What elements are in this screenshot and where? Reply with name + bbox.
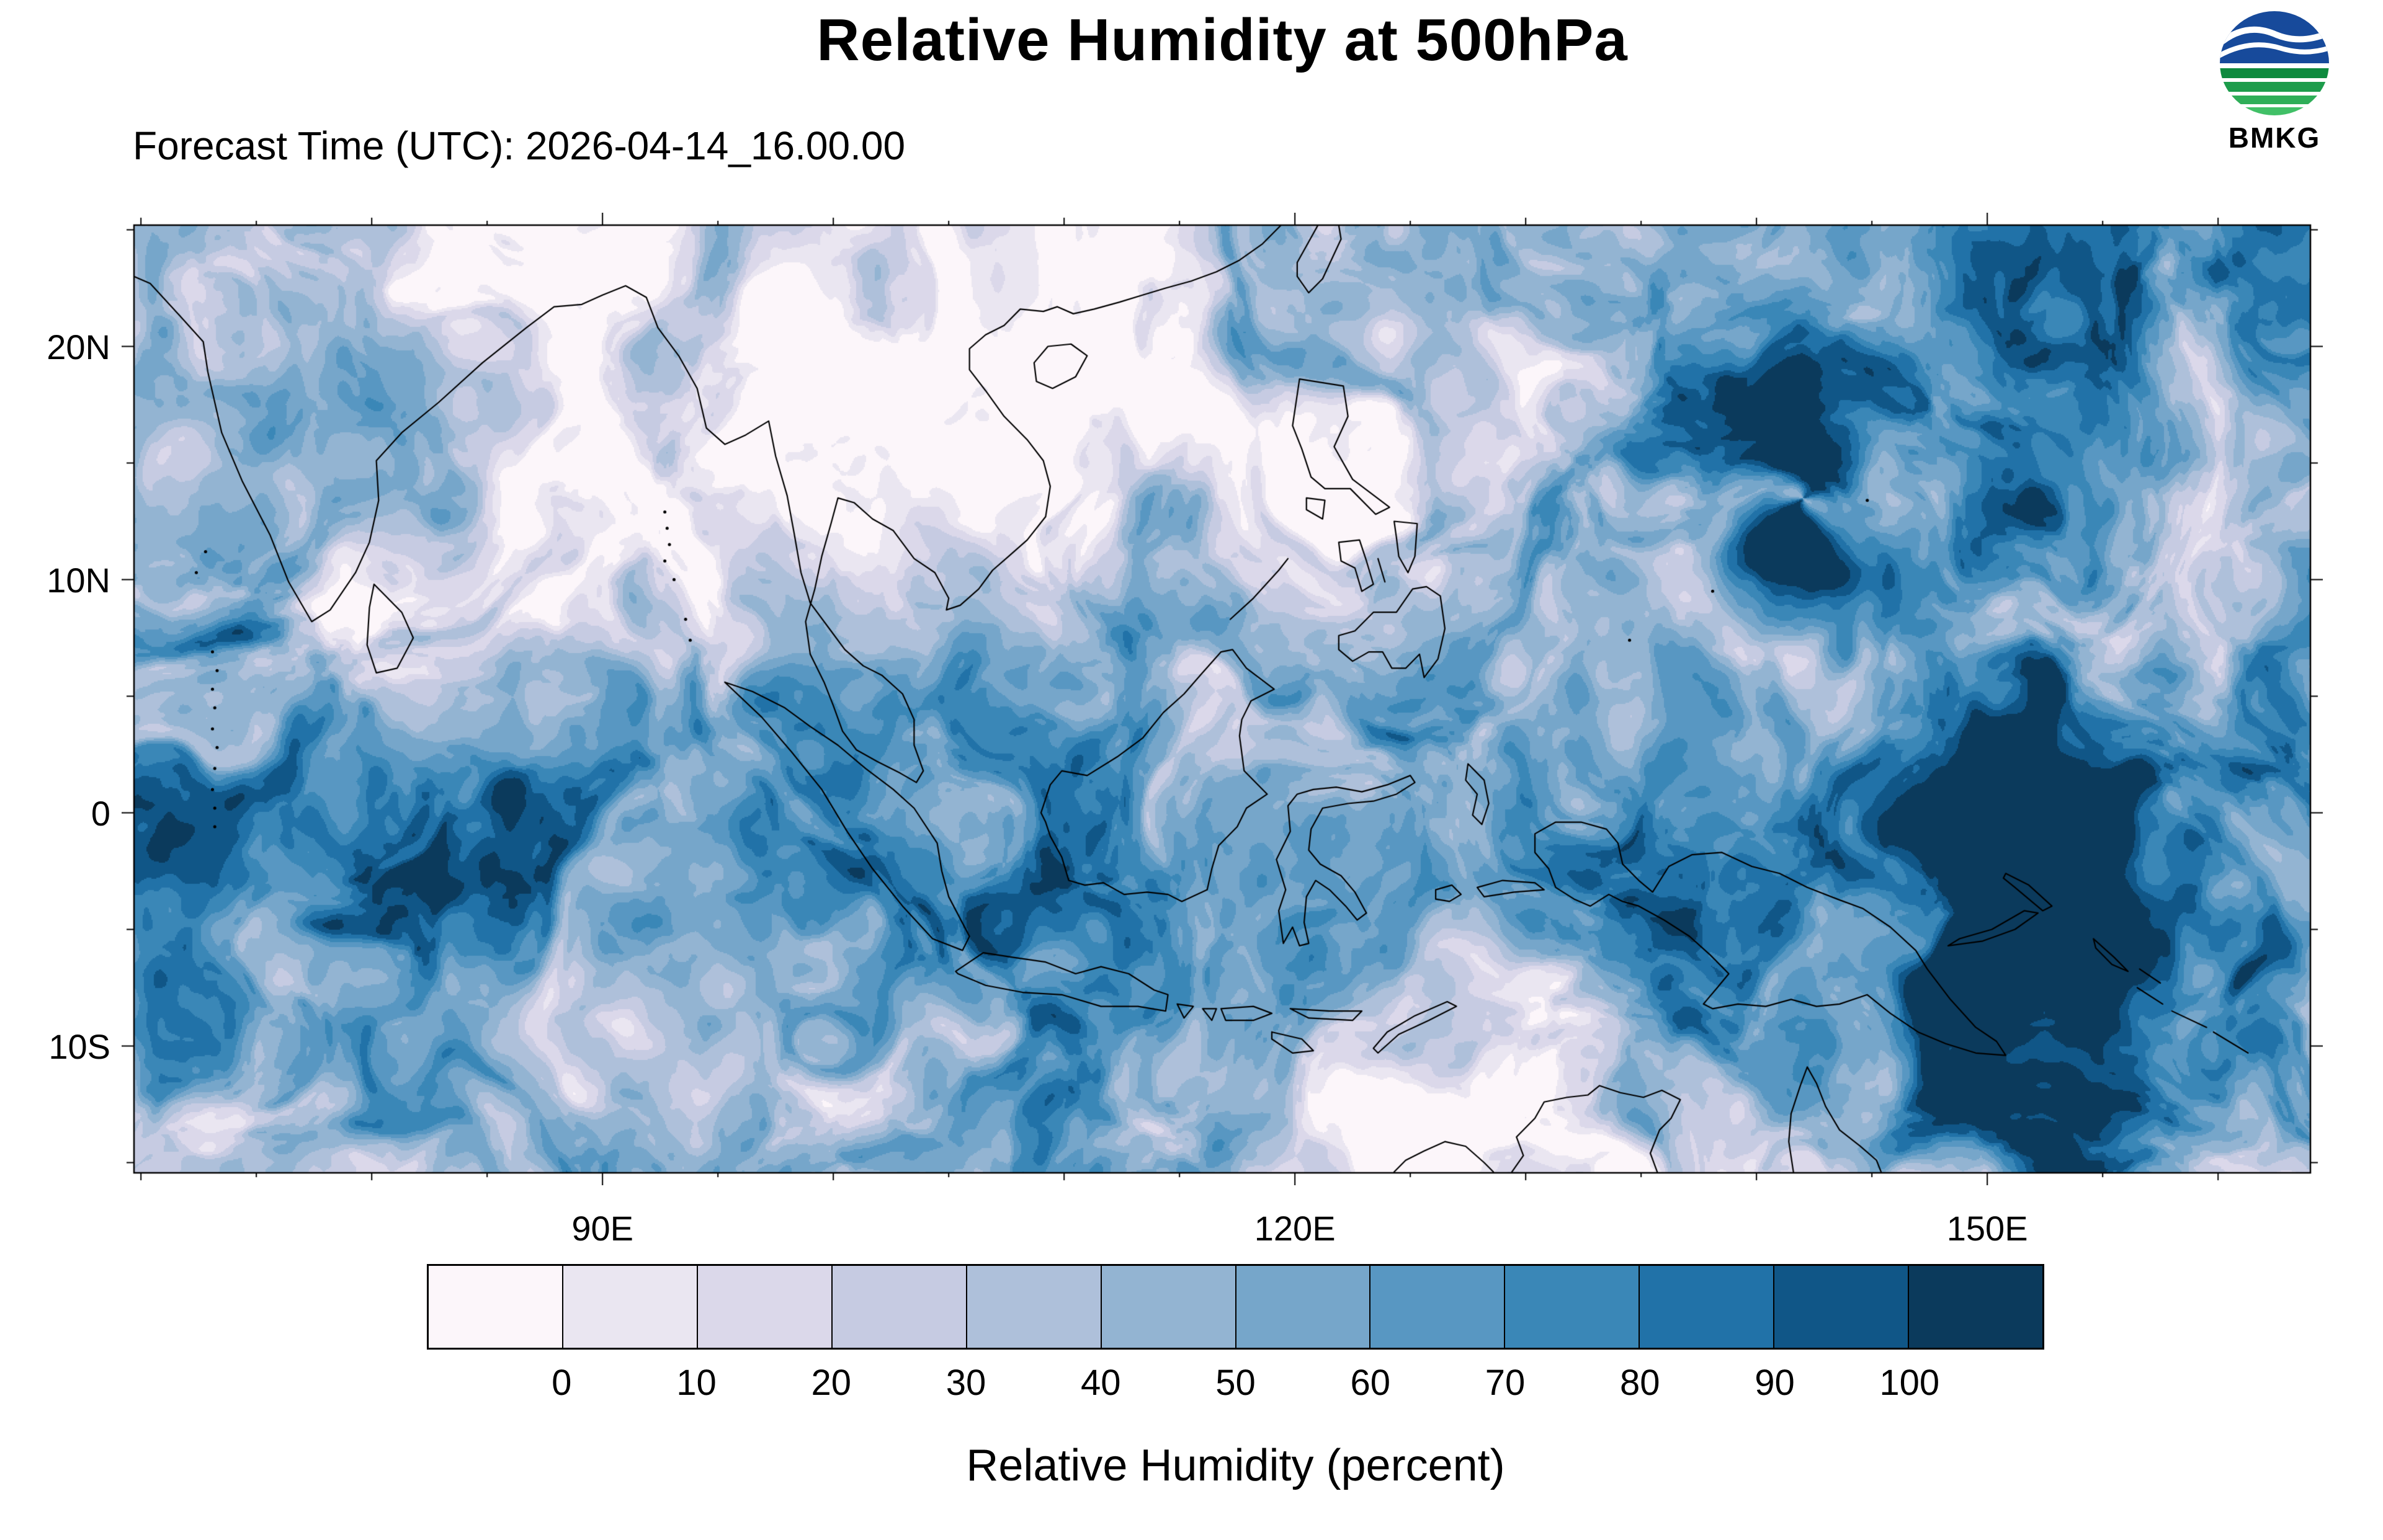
colorbar-cell <box>1909 1266 2043 1348</box>
colorbar-cell <box>1640 1266 1775 1348</box>
bmkg-logo-graphic <box>2220 11 2329 115</box>
chart-title: Relative Humidity at 500hPa <box>816 7 1628 73</box>
colorbar-tick-label: 0 <box>552 1363 572 1403</box>
colorbar-cell <box>1505 1266 1640 1348</box>
colorbar-tick-label: 90 <box>1755 1363 1795 1403</box>
lon-tick-label: 90E <box>571 1209 633 1248</box>
colorbar-tick-label: 70 <box>1485 1363 1526 1403</box>
colorbar-tick-label: 100 <box>1879 1363 1940 1403</box>
colorbar-tick-label: 40 <box>1080 1363 1121 1403</box>
colorbar-tick-label: 30 <box>946 1363 986 1403</box>
lat-tick-label: 10S <box>48 1026 110 1066</box>
forecast-time-label: Forecast Time (UTC): 2026-04-14_16.00.00 <box>133 123 906 168</box>
colorbar-cell <box>697 1266 833 1348</box>
colorbar-cell <box>1774 1266 1910 1348</box>
lon-tick-label: 120E <box>1254 1209 1336 1248</box>
colorbar-caption: Relative Humidity (percent) <box>966 1441 1505 1490</box>
colorbar-cell <box>832 1266 967 1348</box>
lon-tick-label: 150E <box>1946 1209 2028 1248</box>
colorbar-tick-label: 10 <box>676 1363 717 1403</box>
colorbar-cell <box>1370 1266 1506 1348</box>
colorbar-cell <box>563 1266 698 1348</box>
colorbar-tick-label: 80 <box>1619 1363 1660 1403</box>
bmkg-logo: BMKG <box>2200 10 2349 154</box>
colorbar-cell <box>1101 1266 1236 1348</box>
colorbar <box>427 1264 2044 1350</box>
lat-tick-label: 20N <box>47 327 110 367</box>
colorbar-tick-label: 50 <box>1215 1363 1256 1403</box>
colorbar-cell <box>429 1266 563 1348</box>
colorbar-tick-label: 60 <box>1350 1363 1391 1403</box>
lat-tick-label: 0 <box>91 793 110 833</box>
bmkg-logo-text: BMKG <box>2228 122 2321 154</box>
colorbar-cell <box>1236 1266 1371 1348</box>
lat-tick-label: 10N <box>47 560 110 600</box>
humidity-map-canvas <box>122 213 2323 1185</box>
colorbar-tick-label: 20 <box>811 1363 852 1403</box>
colorbar-cell <box>967 1266 1102 1348</box>
